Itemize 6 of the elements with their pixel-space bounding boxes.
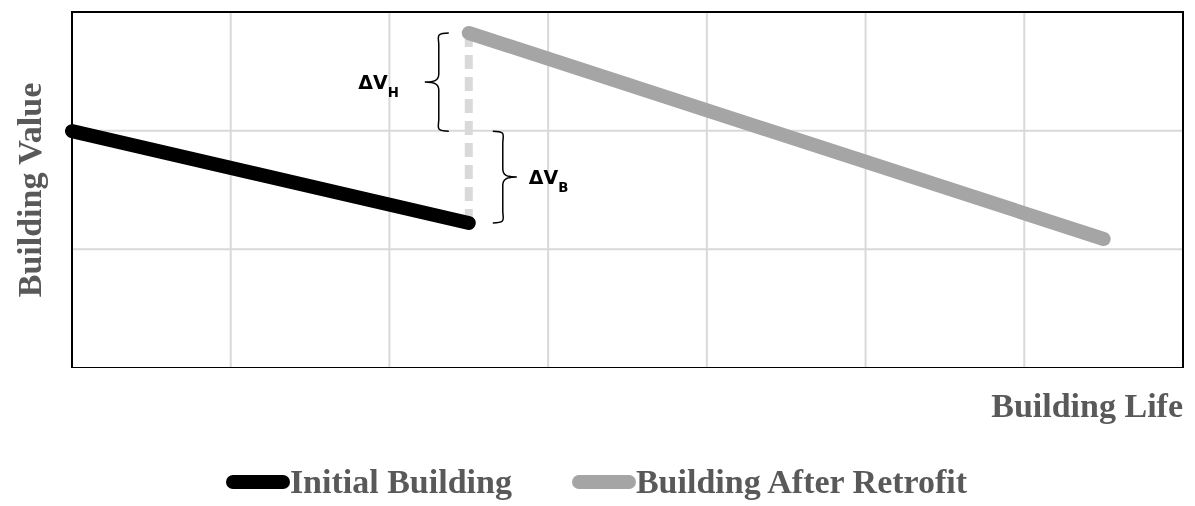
legend-label: Initial Building bbox=[289, 462, 512, 502]
annotation: ΔV$_{H}$ bbox=[358, 71, 399, 100]
annotation: ΔV$_{B}$ bbox=[528, 166, 569, 195]
y-axis-title: Building Value bbox=[10, 81, 49, 300]
legend-label: Building After Retrofit bbox=[635, 462, 968, 502]
x-axis-title: Building Life bbox=[991, 386, 1183, 426]
